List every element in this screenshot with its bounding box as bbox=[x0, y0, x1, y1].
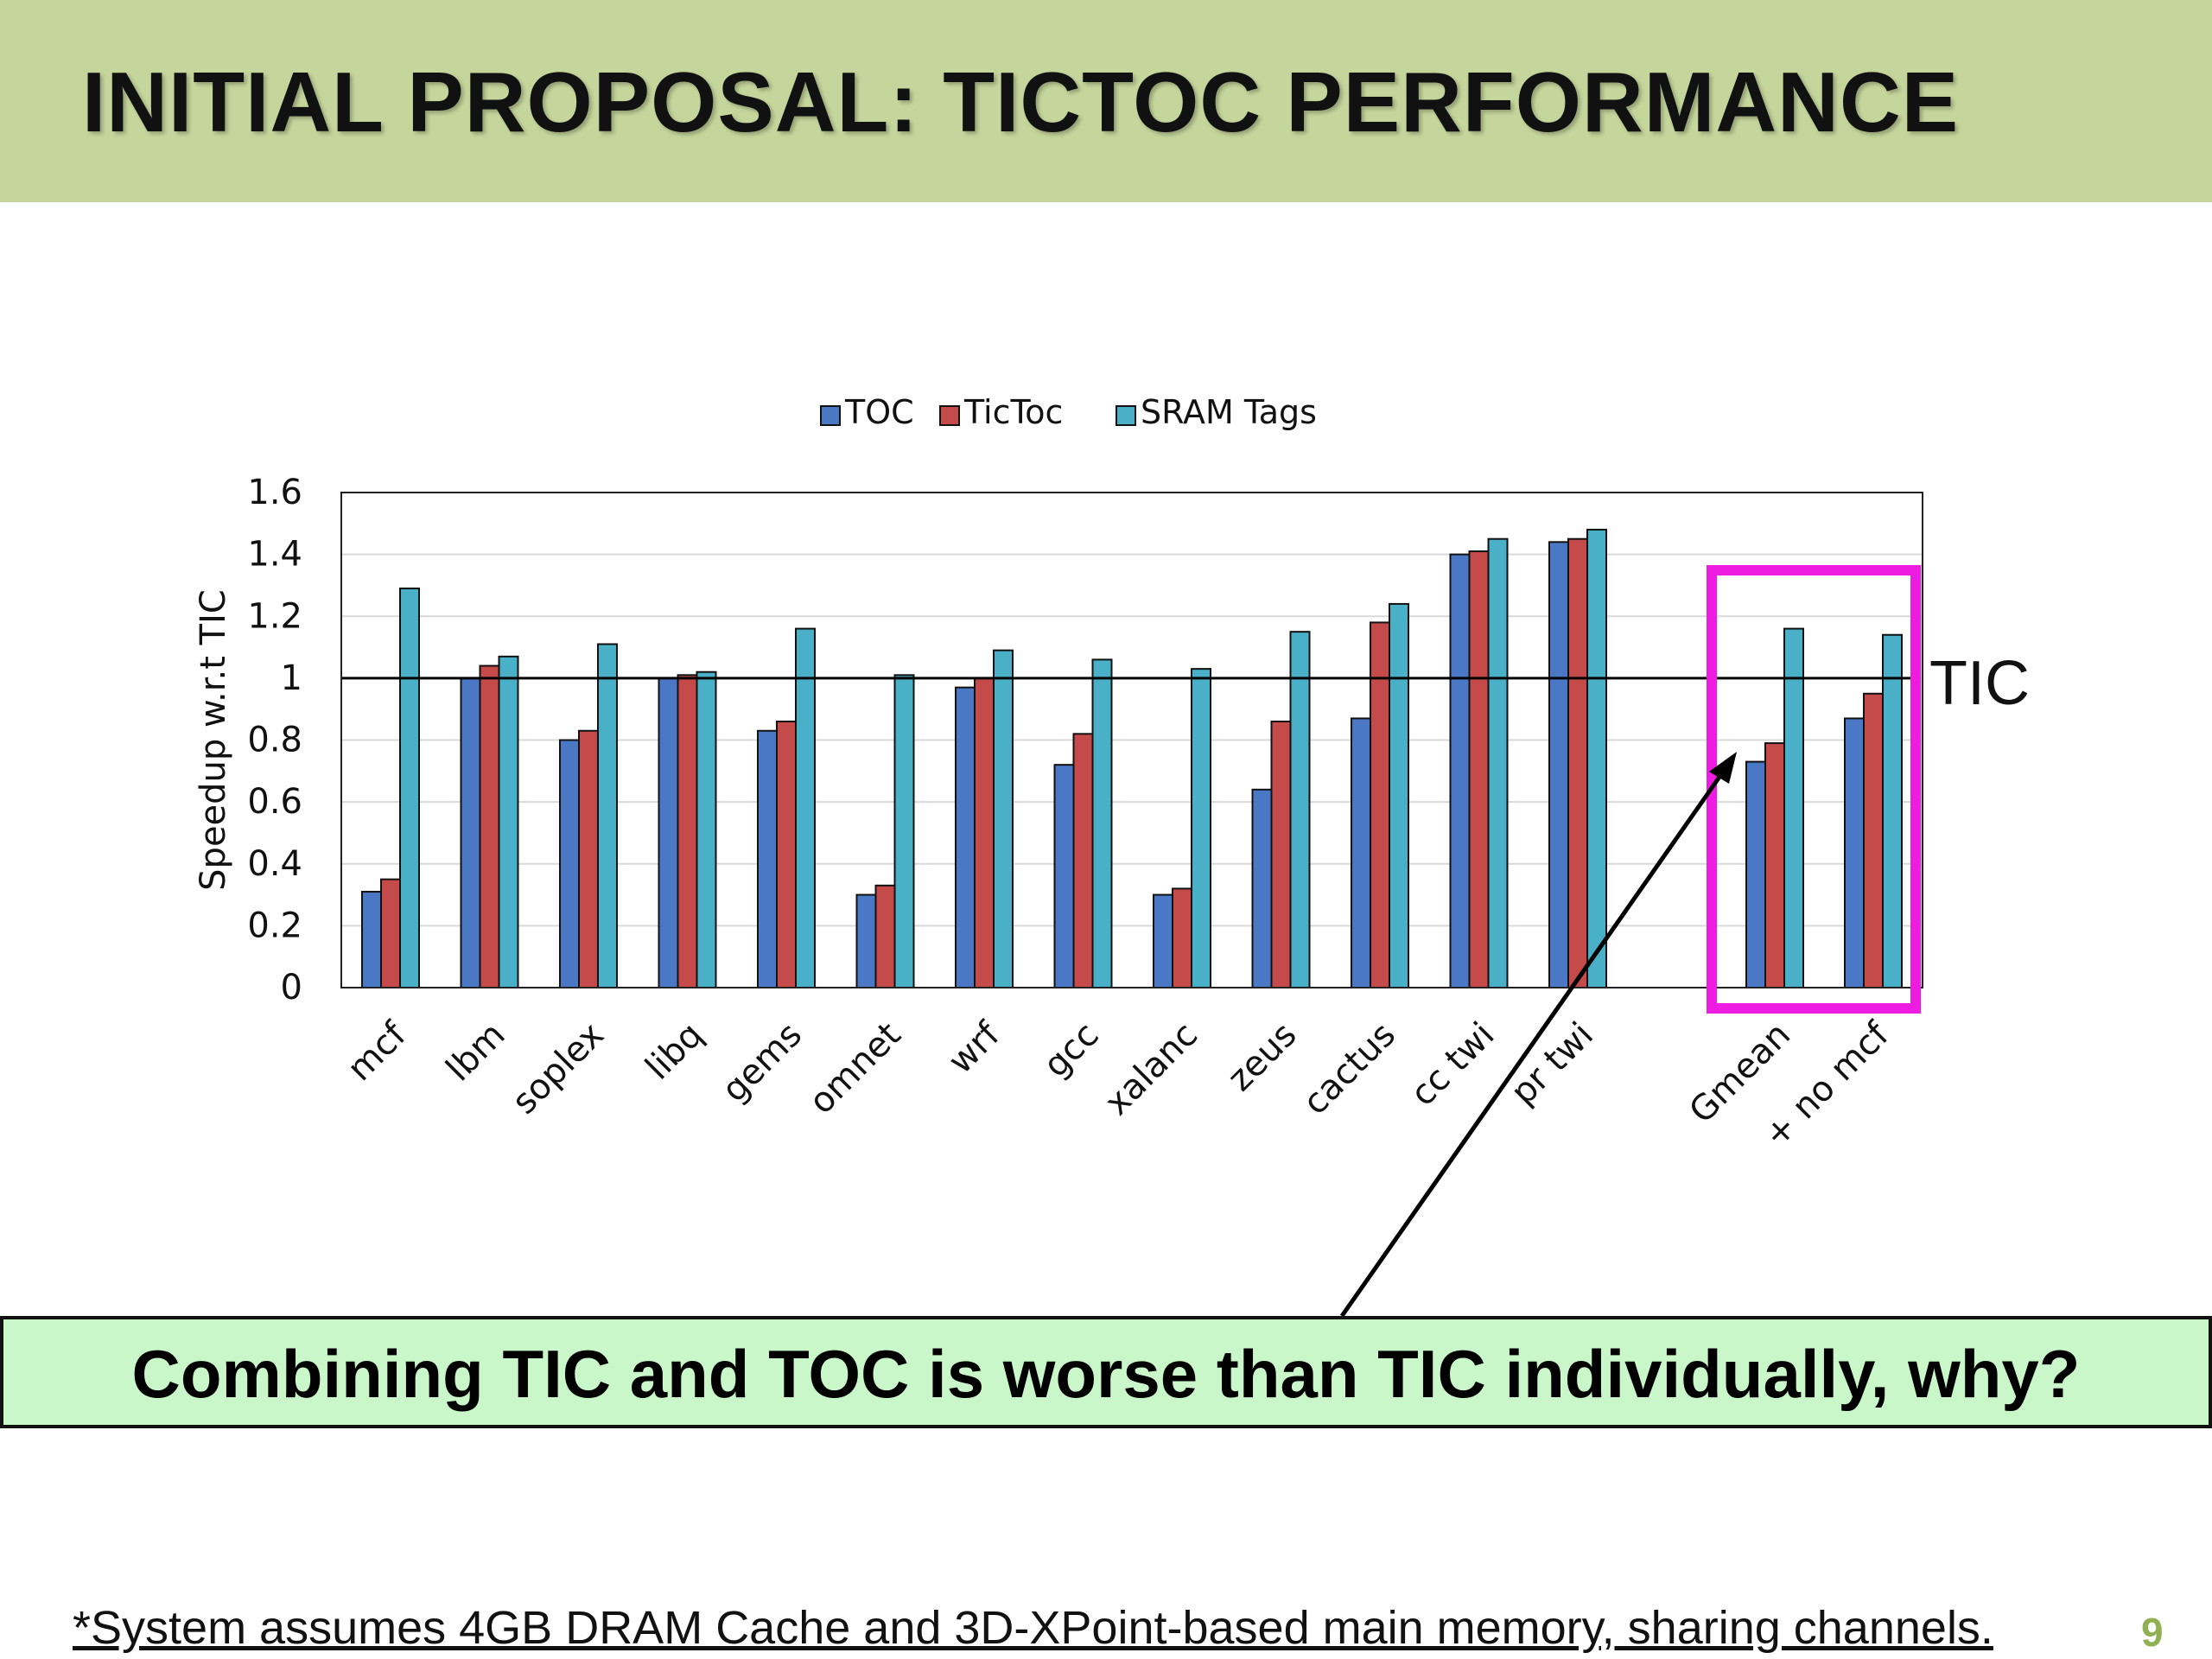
bar-toc-libq bbox=[658, 677, 679, 988]
bar-toc-gmean bbox=[1745, 760, 1766, 988]
bar-tictoc-zeus bbox=[1270, 721, 1292, 988]
y-tick-label: 1.2 bbox=[247, 596, 302, 636]
x-tick-label: gcc bbox=[1036, 1015, 1107, 1086]
x-tick-label: libq bbox=[638, 1015, 710, 1088]
bar-sram-tags-mcf bbox=[399, 588, 420, 988]
bar-tictoc-wrf bbox=[974, 677, 995, 988]
arrow-head bbox=[1709, 752, 1737, 784]
footnote: *System assumes 4GB DRAM Cache and 3D-XP… bbox=[73, 1602, 1993, 1654]
x-tick-label: cactus bbox=[1295, 1015, 1403, 1123]
y-tick-label: 1.6 bbox=[247, 473, 302, 512]
bar-tictoc-lbm bbox=[479, 664, 500, 988]
x-tick-label: xalanc bbox=[1097, 1015, 1205, 1123]
plot-frame bbox=[340, 492, 1923, 988]
bar-toc--no-mcf bbox=[1844, 717, 1865, 989]
legend-swatch bbox=[820, 405, 841, 426]
bar-sram-tags-gmean bbox=[1783, 627, 1804, 988]
bar-sram-tags-gcc bbox=[1091, 658, 1113, 988]
arrow-shaft bbox=[1339, 769, 1726, 1318]
y-axis-label: Speedup w.r.t TIC bbox=[194, 589, 233, 891]
x-tick-label: wrf bbox=[941, 1014, 1008, 1082]
bar-toc-pr-twi bbox=[1548, 541, 1569, 988]
y-tick-label: 0.8 bbox=[247, 721, 302, 760]
bar-sram-tags-wrf bbox=[993, 649, 1014, 988]
bar-tictoc-soplex bbox=[578, 729, 599, 988]
bar-tictoc-xalanc bbox=[1172, 887, 1192, 989]
bar-sram-tags-pr-twi bbox=[1586, 528, 1607, 988]
bar-tictoc-cc-twi bbox=[1468, 550, 1490, 988]
x-tick-label: cc twi bbox=[1403, 1015, 1503, 1115]
bar-tictoc--no-mcf bbox=[1863, 692, 1884, 988]
x-tick-label: soplex bbox=[505, 1015, 612, 1122]
bar-tictoc-gmean bbox=[1764, 742, 1785, 988]
bar-toc-gems bbox=[757, 729, 778, 988]
bar-sram-tags-libq bbox=[696, 671, 717, 989]
title-bar bbox=[0, 0, 2212, 202]
bar-tictoc-mcf bbox=[380, 878, 401, 988]
bars bbox=[361, 528, 1903, 989]
bar-sram-tags-soplex bbox=[597, 643, 618, 988]
bar-sram-tags-zeus bbox=[1289, 631, 1311, 988]
bar-sram-tags-gems bbox=[795, 627, 816, 988]
x-tick-label: omnet bbox=[802, 1015, 909, 1122]
bar-toc-cactus bbox=[1351, 717, 1371, 989]
annotation-arrow bbox=[1339, 752, 1737, 1318]
bar-toc-cc-twi bbox=[1449, 553, 1471, 988]
legend: TOC TicToc SRAM Tags bbox=[820, 393, 1317, 431]
legend-label: TicToc bbox=[963, 393, 1063, 431]
bar-toc-zeus bbox=[1251, 788, 1273, 988]
bar-sram-tags-cc-twi bbox=[1487, 537, 1509, 988]
bar-toc-gcc bbox=[1053, 764, 1075, 989]
x-tick-label: zeus bbox=[1220, 1015, 1304, 1099]
bar-toc-soplex bbox=[559, 739, 580, 988]
bar-toc-omnet bbox=[855, 893, 877, 988]
x-tick-label: gems bbox=[715, 1015, 810, 1110]
legend-swatch bbox=[939, 405, 960, 426]
bar-sram-tags--no-mcf bbox=[1882, 633, 1903, 988]
bar-sram-tags-omnet bbox=[893, 674, 915, 988]
bar-sram-tags-xalanc bbox=[1191, 668, 1211, 988]
tic-line-label: TIC bbox=[1929, 649, 2030, 718]
bar-sram-tags-cactus bbox=[1389, 602, 1409, 988]
page-number: 9 bbox=[2141, 1610, 2164, 1655]
y-tick-label: 1.4 bbox=[247, 535, 302, 575]
bar-tictoc-omnet bbox=[874, 884, 896, 988]
legend-swatch bbox=[1116, 405, 1136, 426]
bar-tictoc-gcc bbox=[1072, 733, 1094, 989]
bar-tictoc-pr-twi bbox=[1567, 537, 1588, 988]
bar-toc-xalanc bbox=[1153, 893, 1173, 988]
bar-sram-tags-lbm bbox=[498, 655, 519, 989]
legend-label: TOC bbox=[844, 393, 914, 431]
x-tick-label: mcf bbox=[340, 1014, 414, 1089]
y-tick-label: 1 bbox=[281, 658, 302, 698]
y-tick-label: 0.4 bbox=[247, 844, 302, 884]
tic-reference-line: TIC bbox=[341, 649, 2030, 718]
callout-text: Combining TIC and TOC is worse than TIC … bbox=[131, 1336, 2081, 1412]
bar-tictoc-libq bbox=[677, 674, 698, 988]
bar-toc-wrf bbox=[955, 686, 976, 989]
y-tick-label: 0 bbox=[281, 968, 302, 1007]
bar-toc-mcf bbox=[361, 890, 382, 988]
bar-toc-lbm bbox=[460, 677, 481, 988]
legend-label: SRAM Tags bbox=[1141, 393, 1317, 431]
y-tick-label: 0.2 bbox=[247, 906, 302, 945]
y-tick-label: 0.6 bbox=[247, 782, 302, 822]
bar-tictoc-gems bbox=[776, 721, 797, 988]
slide-title: INITIAL PROPOSAL: TICTOC PERFORMANCE bbox=[82, 54, 1960, 149]
x-tick-label: lbm bbox=[439, 1015, 513, 1090]
callout-box: Combining TIC and TOC is worse than TIC … bbox=[0, 1316, 2212, 1428]
